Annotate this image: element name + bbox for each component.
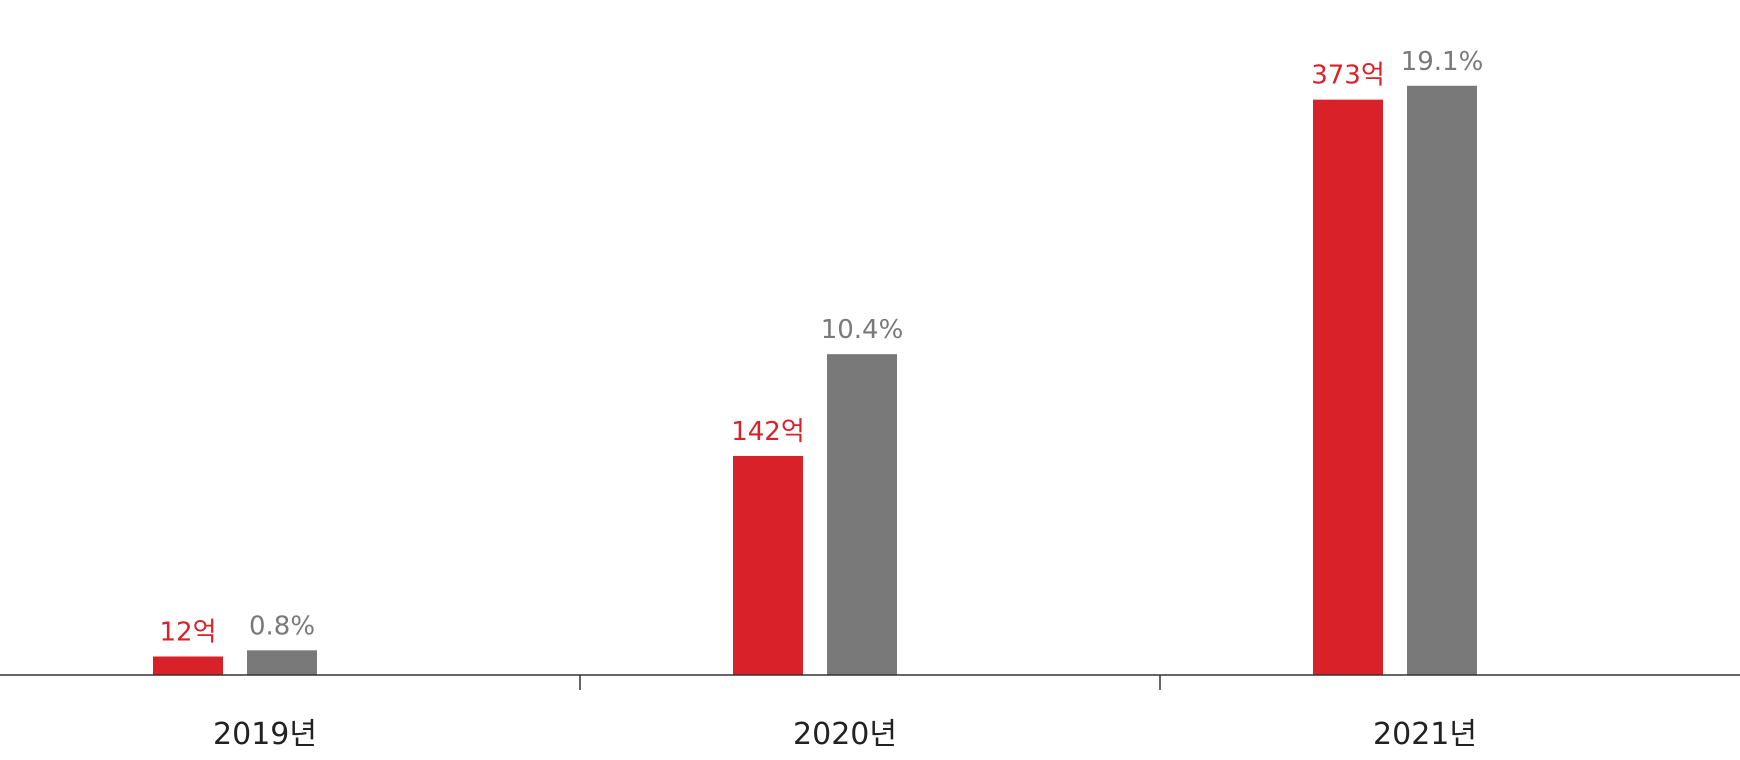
category-label-2: 2020년 bbox=[793, 717, 897, 752]
bar-revenue-3 bbox=[1313, 99, 1383, 675]
value-label-revenue-2: 142억 bbox=[731, 417, 805, 447]
value-label-share-3: 19.1% bbox=[1401, 47, 1484, 77]
category-labels-layer: 2019년 2020년 2021년 bbox=[213, 717, 1477, 752]
value-label-share-1: 0.8% bbox=[249, 611, 315, 641]
bar-share-3 bbox=[1407, 85, 1477, 675]
value-label-revenue-1: 12억 bbox=[159, 617, 216, 647]
bar-share-1 bbox=[247, 650, 317, 675]
bars-layer bbox=[153, 85, 1477, 675]
value-label-revenue-3: 373억 bbox=[1311, 61, 1385, 91]
value-labels-layer: 12억 0.8% 142억 10.4% 373억 19.1% bbox=[159, 47, 1483, 648]
bar-revenue-2 bbox=[733, 455, 803, 675]
x-axis bbox=[0, 674, 1740, 690]
value-label-share-2: 10.4% bbox=[821, 315, 904, 345]
category-label-3: 2021년 bbox=[1373, 717, 1477, 752]
bar-share-2 bbox=[827, 354, 897, 675]
category-label-1: 2019년 bbox=[213, 717, 317, 752]
bar-revenue-1 bbox=[153, 656, 223, 675]
